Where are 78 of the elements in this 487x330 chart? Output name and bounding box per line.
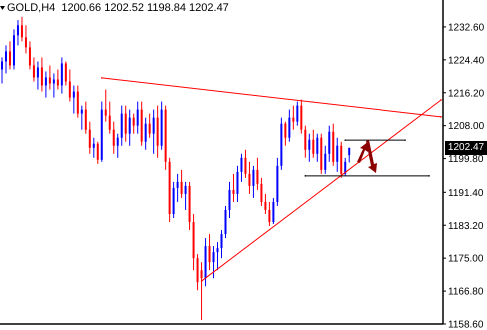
candlestick <box>212 246 215 279</box>
candlestick <box>136 101 139 134</box>
candlestick <box>252 165 254 198</box>
candlestick <box>28 40 31 70</box>
candlestick <box>240 153 242 182</box>
y-tick-label: 1191.40 <box>448 188 484 199</box>
candlestick <box>272 197 274 225</box>
candlestick <box>88 121 91 154</box>
y-tick-label: 1224.40 <box>448 55 485 66</box>
candlestick <box>60 56 63 94</box>
candlestick <box>268 201 270 227</box>
candlestick <box>228 181 230 219</box>
candlestick <box>80 105 83 130</box>
candlestick <box>16 20 19 46</box>
candlestick <box>128 109 131 146</box>
candlestick <box>124 105 127 142</box>
candlestick <box>236 165 238 202</box>
text: 1202.47 <box>445 140 487 155</box>
y-tick-label: 1166.80 <box>448 286 484 298</box>
candlestick <box>284 121 286 146</box>
candlestick <box>216 242 219 271</box>
candlestick <box>256 157 258 190</box>
candlestick <box>232 173 234 202</box>
candlestick <box>308 133 310 162</box>
candlestick <box>36 60 39 90</box>
candlestick <box>348 147 350 163</box>
y-tick-label: 1158.60 <box>448 320 484 330</box>
candlestick <box>92 137 95 158</box>
candlestick <box>104 89 107 122</box>
candlestick <box>316 133 318 162</box>
candlestick <box>112 121 115 154</box>
candlestick <box>76 85 79 118</box>
y-tick-label: 1232.60 <box>448 22 485 34</box>
y-tick-label: 1216.20 <box>448 88 485 100</box>
chart-title: GOLD,H4 1200.66 1202.52 1198.84 1202.47 <box>7 2 229 14</box>
y-tick-label: 1208.00 <box>448 121 485 132</box>
candlestick <box>40 56 43 92</box>
y-tick-label: 1199.80 <box>448 154 484 166</box>
candlestick <box>84 101 87 134</box>
candlestick <box>64 60 67 86</box>
candlestick <box>44 70 47 98</box>
candlestick <box>176 173 179 202</box>
candlestick <box>312 129 314 158</box>
candlestick <box>48 64 51 90</box>
candlestick <box>288 109 290 142</box>
candlestick <box>72 85 75 114</box>
candlestick <box>180 169 183 198</box>
y-tick-label: 1183.20 <box>448 220 484 232</box>
candlestick <box>220 230 223 259</box>
candlestick <box>244 149 246 178</box>
candlestick <box>116 133 119 158</box>
candlestick <box>24 24 27 54</box>
candlestick <box>1 56 3 84</box>
candlestick <box>148 113 151 138</box>
candlestick <box>8 40 11 70</box>
y-tick-label: 1175.00 <box>448 254 484 265</box>
candlestick <box>264 193 266 214</box>
candlestick <box>336 137 338 172</box>
candlestick <box>144 117 147 150</box>
candlestick <box>68 68 71 102</box>
candlestick <box>292 105 294 130</box>
candlestick <box>184 181 187 210</box>
candlestick <box>296 101 298 126</box>
candlestick <box>260 177 262 206</box>
candlestick <box>248 161 250 194</box>
candlestick <box>52 72 55 98</box>
candlestick <box>132 113 135 134</box>
candlestick <box>108 101 111 134</box>
candlestick <box>4 44 7 74</box>
candlestick <box>324 145 326 174</box>
candlestick <box>152 109 155 154</box>
candlestick <box>208 234 211 271</box>
candlestick <box>56 68 59 90</box>
candlestick <box>32 56 35 82</box>
candlestick <box>304 125 306 158</box>
candlestick <box>20 16 23 42</box>
candlestick <box>96 141 99 164</box>
candlestick <box>328 125 330 162</box>
